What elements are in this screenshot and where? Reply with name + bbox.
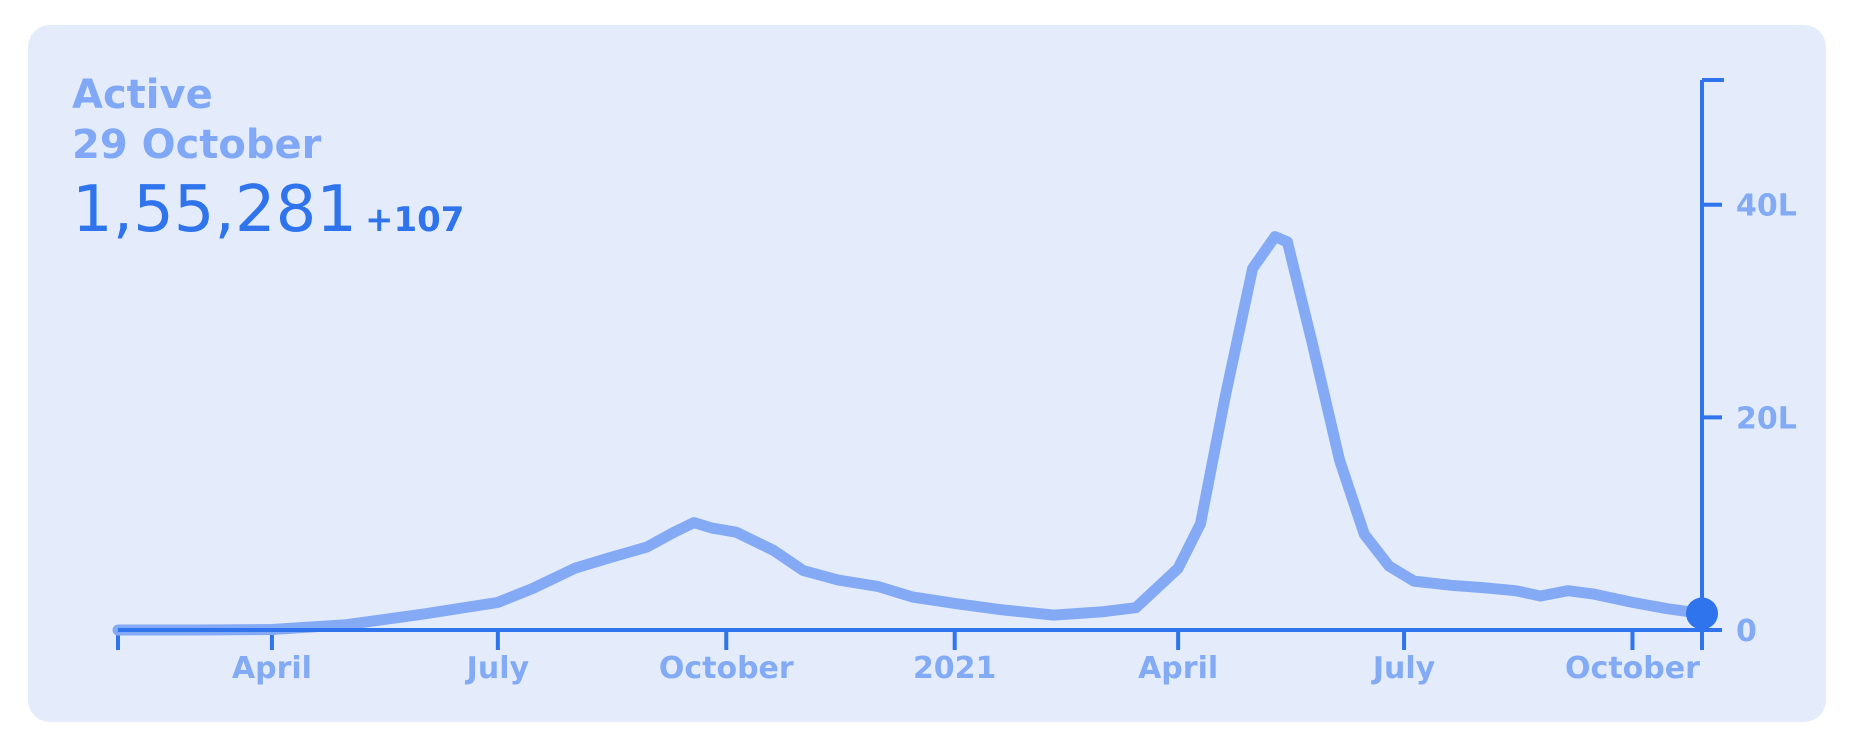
metric-label: Active bbox=[72, 72, 213, 118]
x-tick-label-2: October bbox=[659, 651, 794, 686]
stat-header: Active 29 October 1,55,281 +107 bbox=[72, 70, 464, 248]
x-tick-label-5: July bbox=[1371, 651, 1436, 686]
metric-date: 29 October bbox=[72, 122, 322, 168]
x-tick-label-4: April bbox=[1138, 651, 1218, 686]
tick-layer: April July October 2021 April July October 0 20L… bbox=[116, 78, 1797, 686]
x-tick-label-3: 2021 bbox=[913, 651, 997, 686]
series-line-active bbox=[112, 231, 1708, 636]
y-tick-label-1: 20L bbox=[1736, 401, 1797, 436]
metric-value: 1,55,281 bbox=[72, 173, 357, 247]
y-tick-label-2: 40L bbox=[1736, 189, 1797, 224]
metric-delta: +107 bbox=[365, 200, 465, 240]
metric-value-row: 1,55,281 +107 bbox=[72, 172, 464, 248]
current-value-marker[interactable] bbox=[1686, 597, 1718, 630]
chart-card bbox=[28, 25, 1826, 722]
y-tick-label-0: 0 bbox=[1736, 614, 1757, 649]
x-tick-label-1: July bbox=[465, 651, 530, 686]
x-tick-label-0: April bbox=[232, 651, 312, 686]
x-tick-label-6: October bbox=[1565, 651, 1700, 686]
